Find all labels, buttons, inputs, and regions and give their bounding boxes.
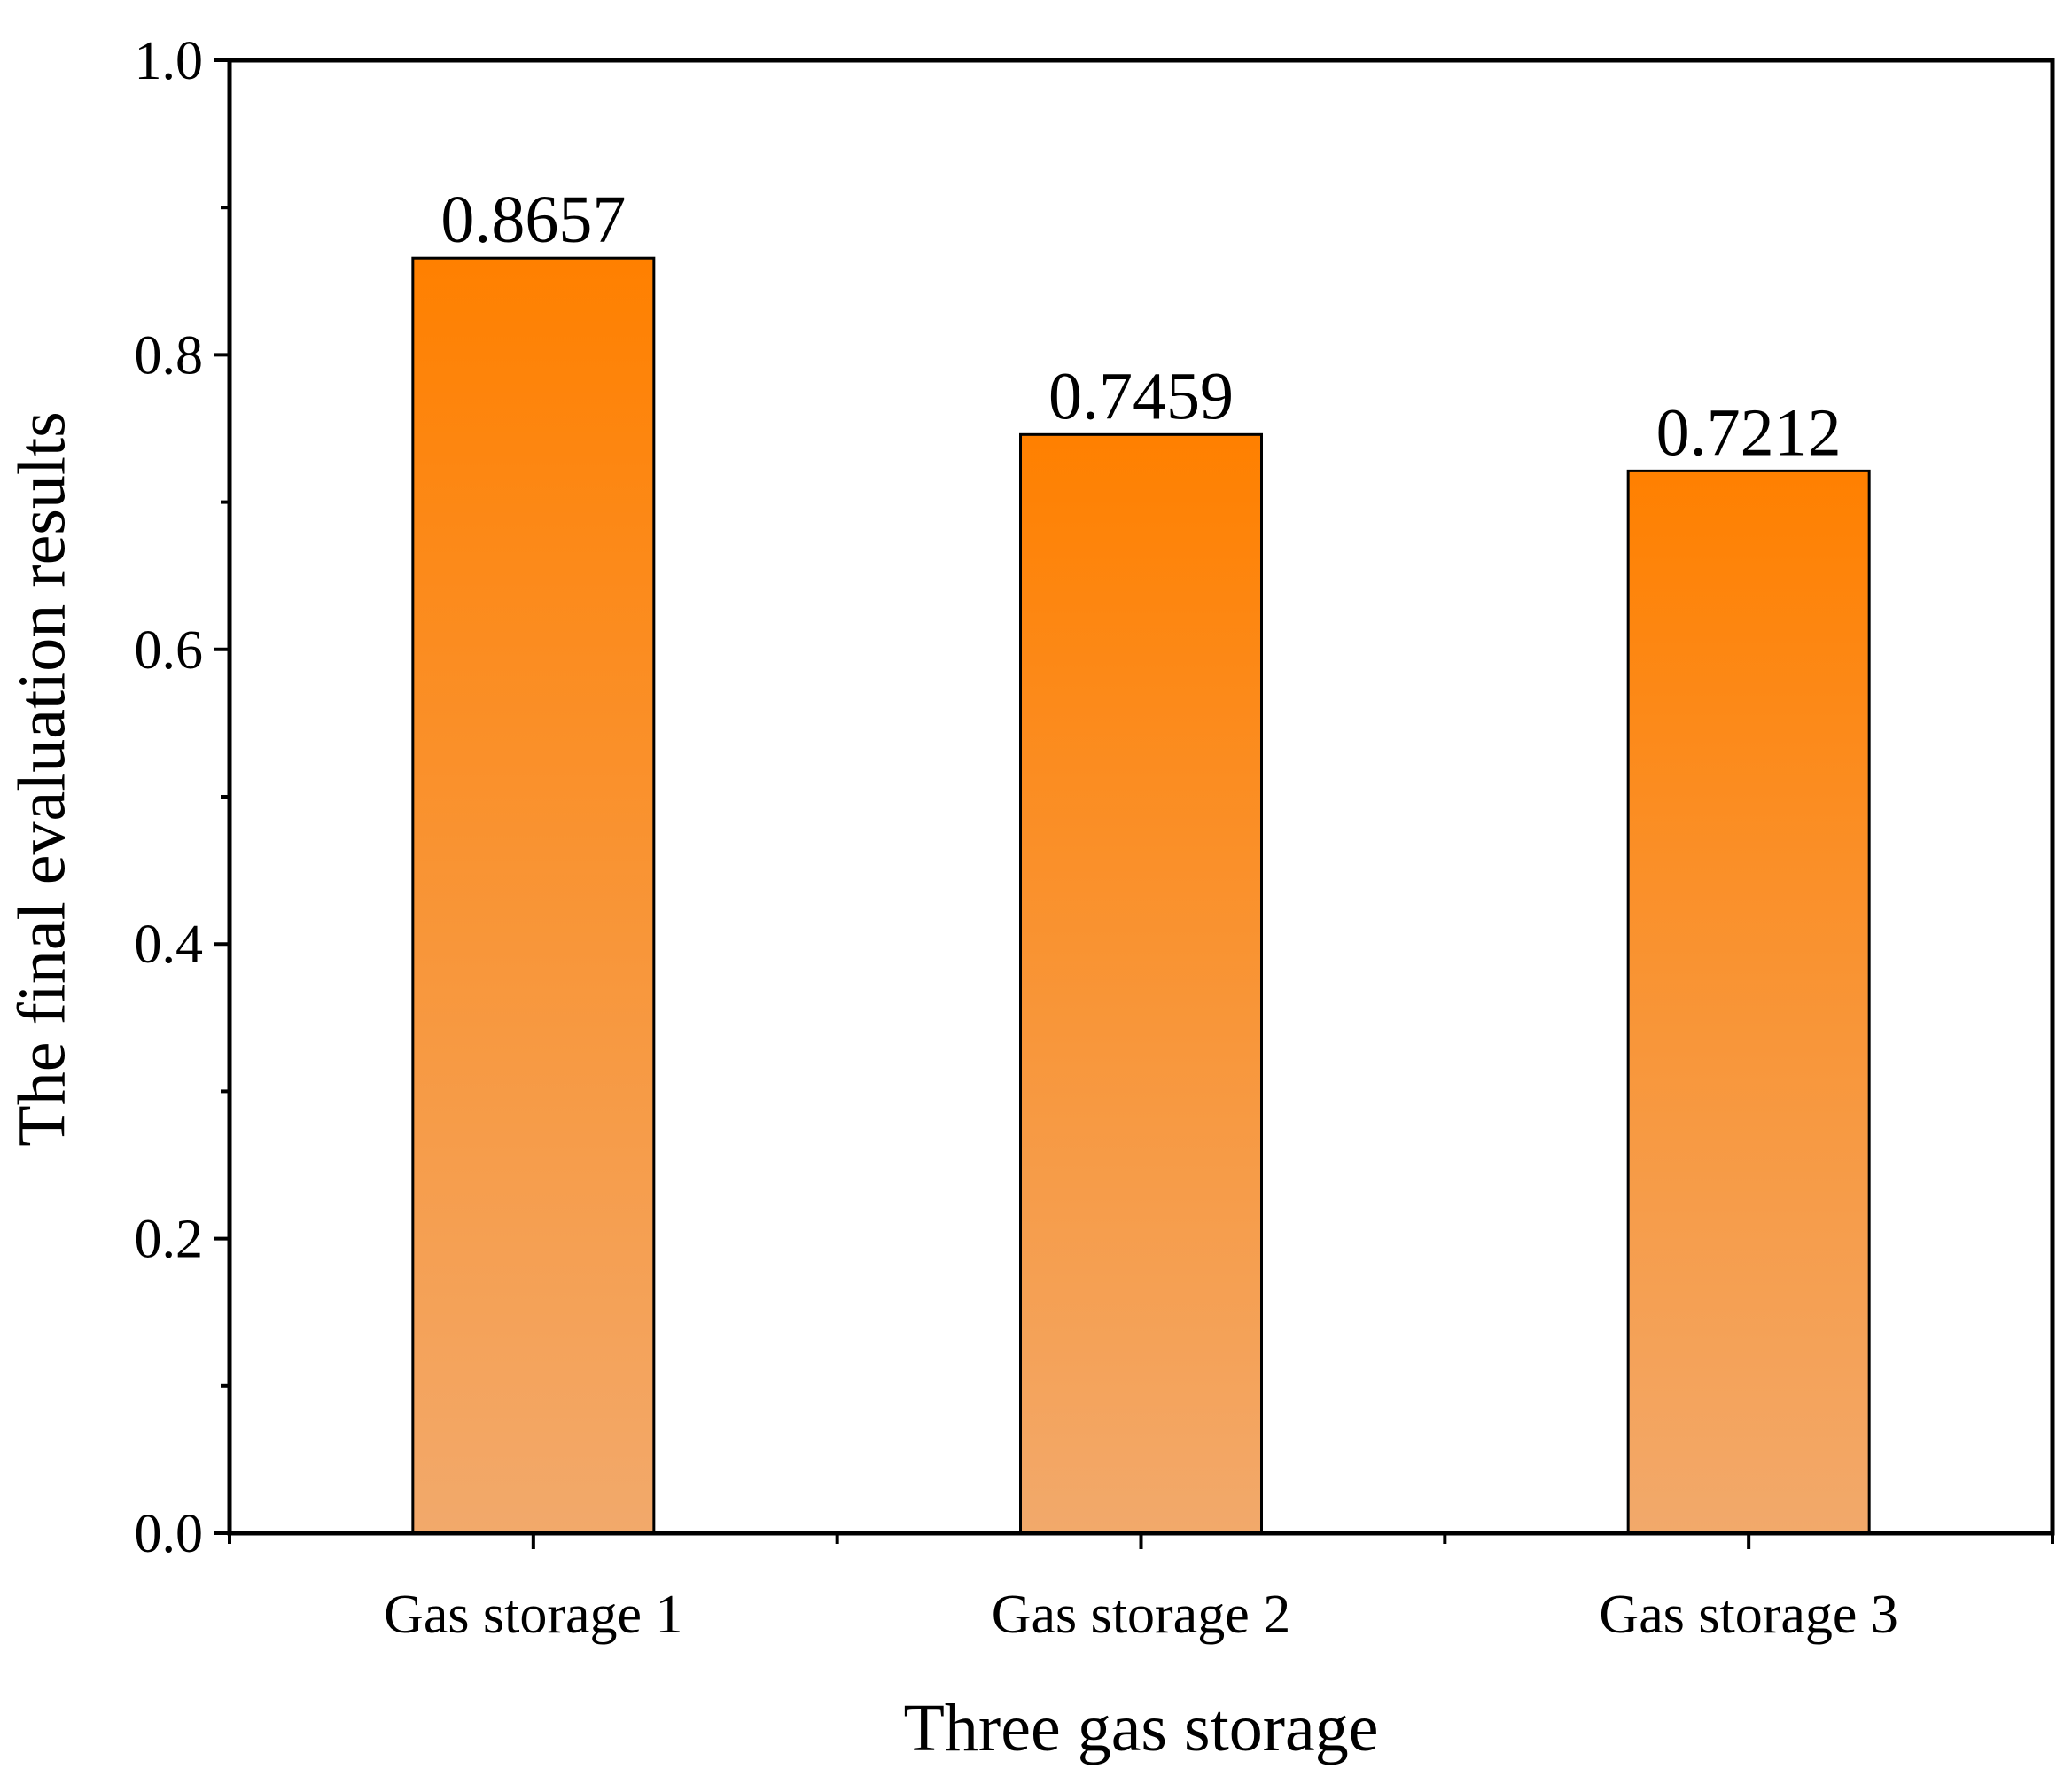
- bars: [411, 256, 1871, 1535]
- x-axis: Gas storage 1 Gas storage 2 Gas storage 3: [228, 1533, 2054, 1645]
- data-labels: 0.8657 0.7459 0.7212: [440, 183, 1841, 470]
- y-axis: 0.0 0.2 0.4 0.6 0.8 1.0: [135, 31, 230, 1564]
- x-axis-title: Three gas storage: [904, 1691, 1379, 1765]
- bar-3: [1626, 469, 1871, 1535]
- data-label-3: 0.7212: [1656, 395, 1842, 470]
- y-tick-label: 1.0: [135, 31, 204, 91]
- y-tick-label: 0.8: [135, 325, 204, 386]
- bar-2: [1019, 432, 1263, 1535]
- y-tick-label: 0.4: [135, 915, 204, 975]
- y-tick-label: 0.0: [135, 1504, 204, 1564]
- data-label-1: 0.8657: [440, 183, 626, 257]
- x-tick-label: Gas storage 1: [384, 1585, 682, 1645]
- y-tick-label: 0.2: [135, 1210, 204, 1270]
- x-tick-label: Gas storage 3: [1599, 1585, 1897, 1645]
- data-label-2: 0.7459: [1048, 359, 1234, 433]
- y-tick-label: 0.6: [135, 620, 204, 681]
- x-tick-label: Gas storage 2: [992, 1585, 1290, 1645]
- bar-1: [411, 256, 656, 1535]
- y-axis-title: The final evaluation results: [4, 411, 79, 1146]
